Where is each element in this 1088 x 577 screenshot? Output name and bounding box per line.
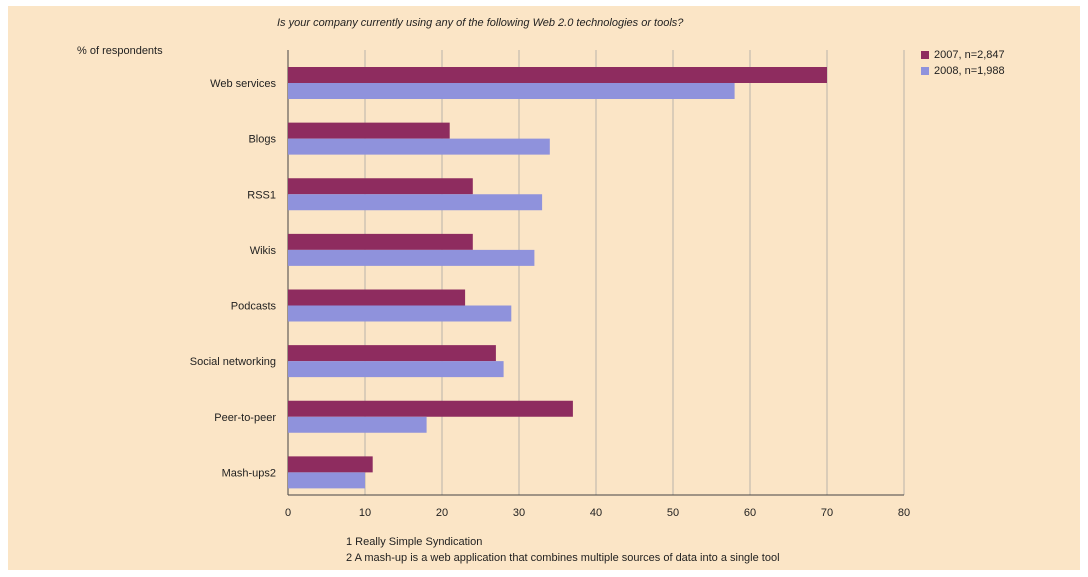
chart-panel: 0 10 20 30 40 50 60 70 80 Web services Blogs RSS1 Wi…: [8, 6, 1080, 570]
bar-2008: [288, 305, 512, 322]
bar-2008: [288, 83, 735, 99]
bar-2007: [288, 178, 473, 195]
x-tick-label: 0: [285, 507, 291, 519]
x-tick-label: 80: [898, 507, 910, 519]
bar-2008: [288, 249, 535, 266]
x-tick-label: 60: [744, 507, 756, 519]
bar-2007: [288, 400, 573, 417]
x-tick-label: 50: [667, 507, 679, 519]
legend-label-2008: 2008, n=1,988: [934, 65, 1005, 77]
legend-swatch-2008: [921, 67, 929, 75]
bar-2007: [288, 345, 496, 362]
bar-2007: [288, 456, 373, 473]
legend-item-2007: 2007, n=2,847: [921, 49, 1005, 61]
bar-2008: [288, 194, 543, 211]
bar-2008: [288, 472, 365, 489]
category-label: Wikis: [250, 245, 277, 257]
category-label: Blogs: [248, 134, 276, 146]
chart-title: Is your company currently using any of t…: [277, 17, 684, 29]
category-label: Podcasts: [231, 301, 277, 313]
category-label: Social networking: [190, 356, 276, 368]
bar-2007: [288, 67, 827, 83]
footnote-1: 1 Really Simple Syndication: [346, 536, 483, 548]
category-label: RSS1: [247, 189, 276, 201]
footnote-2: 2 A mash-up is a web application that co…: [346, 552, 780, 564]
x-tick-label: 30: [513, 507, 525, 519]
bar-2007: [288, 289, 466, 306]
legend-label-2007: 2007, n=2,847: [934, 49, 1005, 61]
legend-item-2008: 2008, n=1,988: [921, 65, 1005, 77]
y-axis-label: % of respondents: [77, 45, 163, 57]
legend-swatch-2007: [921, 51, 929, 59]
bar-2008: [288, 416, 427, 433]
x-tick-label: 70: [821, 507, 833, 519]
bar-2007: [288, 122, 450, 139]
x-tick-label: 10: [359, 507, 371, 519]
x-tick-label: 40: [590, 507, 602, 519]
bar-chart: 0 10 20 30 40 50 60 70 80 Web services Blogs RSS1 Wi…: [190, 50, 910, 519]
x-tick-label: 20: [436, 507, 448, 519]
bar-2008: [288, 361, 504, 378]
category-label: Mash-ups2: [222, 467, 276, 479]
bar-2007: [288, 233, 473, 250]
category-label: Peer-to-peer: [214, 412, 276, 424]
bar-2008: [288, 138, 550, 155]
category-label: Web services: [210, 78, 276, 90]
